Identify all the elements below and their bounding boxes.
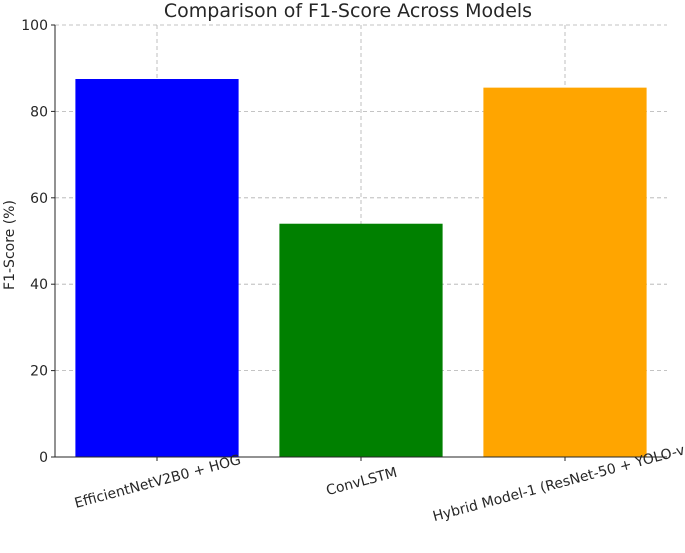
bar [75,79,239,457]
y-tick-label: 80 [30,104,48,120]
y-axis-label: F1-Score (%) [2,200,18,290]
chart-title: Comparison of F1-Score Across Models [164,0,532,22]
y-tick-label: 60 [30,191,48,207]
bars [75,79,647,457]
y-tick-label: 40 [30,277,48,293]
bar [279,223,443,457]
y-tick-label: 0 [39,450,48,466]
x-tick-label: EfficientNetV2B0 + HOG [73,452,243,512]
y-ticks: 0 20 40 60 80 100 [21,18,55,466]
y-tick-label: 100 [21,18,48,34]
y-tick-label: 20 [30,364,48,380]
bar [483,87,647,457]
x-tick-label: ConvLSTM [325,465,399,499]
